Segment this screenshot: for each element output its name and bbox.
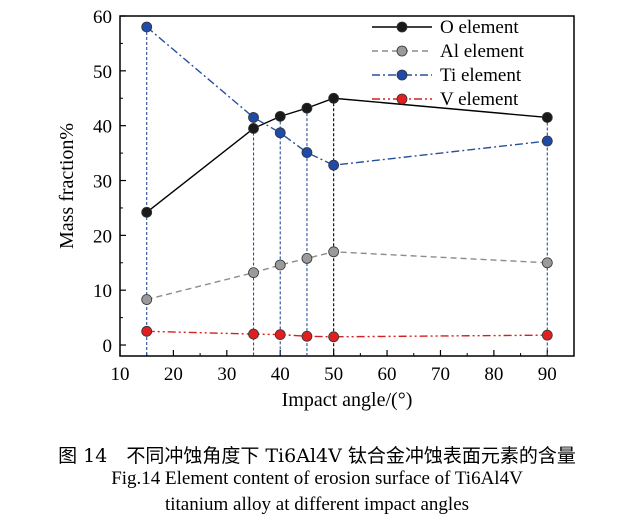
legend-label-ti: Ti element — [440, 65, 522, 86]
figure-caption-english-line1: Fig.14 Element content of erosion surfac… — [111, 468, 523, 489]
point-o-45 — [301, 102, 313, 114]
x-axis-label: Impact angle/(°) — [282, 389, 413, 411]
point-al-45 — [301, 252, 313, 264]
figure-caption-english-line2: titanium alloy at different impact angle… — [164, 494, 470, 515]
point-al-40 — [274, 259, 286, 271]
point-ti-90 — [541, 135, 553, 147]
series-line-al — [146, 251, 548, 301]
plot-frame — [119, 15, 575, 357]
chart-figure: 10 20 30 40 50 60 70 80 90 0 10 20 30 40 50 60 Impact an… — [56, 7, 575, 411]
x-tick-label-30: 30 — [217, 364, 236, 385]
y-tick-label-60: 60 — [93, 7, 112, 28]
series-line-ti — [146, 26, 548, 166]
point-ti-35 — [248, 112, 259, 123]
y-tick-label-20: 20 — [93, 226, 112, 247]
point-v-40 — [274, 329, 286, 341]
y-tick-label-30: 30 — [93, 172, 112, 193]
point-v-45 — [301, 330, 313, 342]
point-v-50 — [328, 331, 340, 343]
x-tick-label-50: 50 — [324, 364, 343, 385]
point-ti-40 — [274, 127, 286, 139]
point-o-40 — [274, 110, 286, 122]
point-v-35 — [248, 328, 259, 340]
point-v-90 — [541, 329, 553, 341]
legend-label-v: V element — [440, 89, 519, 110]
x-tick-label-60: 60 — [378, 364, 397, 385]
y-tick-label-40: 40 — [93, 117, 112, 138]
point-al-90 — [541, 257, 553, 269]
point-al-35 — [248, 267, 259, 279]
y-tick-label-0: 0 — [103, 336, 113, 357]
y-tick-label-10: 10 — [93, 281, 112, 302]
x-tick-label-70: 70 — [431, 364, 450, 385]
point-al-15 — [141, 294, 153, 305]
x-tick-label-80: 80 — [484, 364, 503, 385]
legend-marker-o — [396, 21, 408, 33]
point-o-90 — [541, 112, 553, 123]
x-tick-label-10: 10 — [111, 364, 130, 385]
x-tick-label-40: 40 — [271, 364, 290, 385]
point-ti-15 — [141, 21, 153, 33]
legend-label-o: O element — [440, 17, 519, 38]
series-line-v — [146, 330, 548, 338]
legend-label-al: Al element — [440, 41, 525, 62]
series-line-o — [146, 97, 548, 213]
y-tick-label-50: 50 — [93, 62, 112, 83]
x-tick-label-20: 20 — [164, 364, 183, 385]
point-o-15 — [141, 206, 153, 218]
point-al-50 — [328, 246, 340, 258]
point-ti-45 — [301, 147, 313, 158]
x-tick-label-90: 90 — [538, 364, 557, 385]
figure-caption-chinese: 图 14 不同冲蚀角度下 Ti6Al4V 钛合金冲蚀表面元素的含量 — [58, 445, 576, 467]
plot-layer: 10 20 30 40 50 60 70 80 90 0 10 20 30 40 50 60 Impact an… — [56, 7, 575, 411]
y-axis-label: Mass fraction% — [56, 123, 78, 249]
point-ti-50 — [328, 159, 340, 171]
point-o-50 — [328, 92, 340, 104]
legend-marker-al — [396, 45, 408, 57]
legend-marker-ti — [396, 69, 408, 81]
legend-marker-v — [396, 93, 408, 105]
point-v-15 — [141, 325, 153, 337]
point-o-35 — [248, 123, 259, 134]
